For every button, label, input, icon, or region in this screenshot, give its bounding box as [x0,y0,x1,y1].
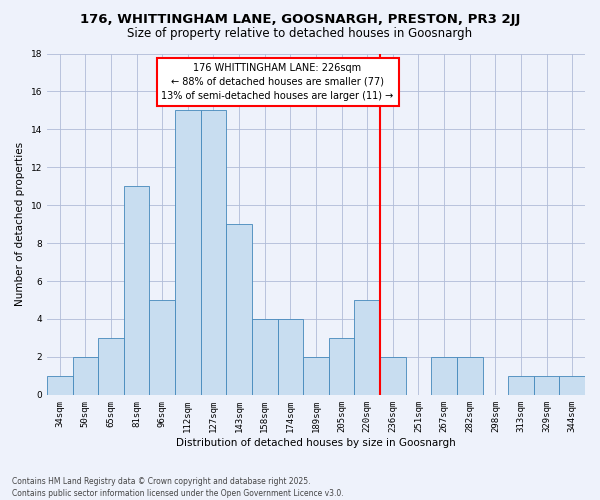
Text: 176 WHITTINGHAM LANE: 226sqm
← 88% of detached houses are smaller (77)
13% of se: 176 WHITTINGHAM LANE: 226sqm ← 88% of de… [161,63,394,101]
Bar [303,357,329,395]
Bar [457,357,482,395]
Bar [226,224,252,395]
Bar [73,357,98,395]
Bar [278,319,303,395]
Text: 176, WHITTINGHAM LANE, GOOSNARGH, PRESTON, PR3 2JJ: 176, WHITTINGHAM LANE, GOOSNARGH, PRESTO… [80,12,520,26]
Bar [559,376,585,395]
Bar [431,357,457,395]
X-axis label: Distribution of detached houses by size in Goosnargh: Distribution of detached houses by size … [176,438,456,448]
Bar [98,338,124,395]
Bar [47,376,73,395]
Bar [534,376,559,395]
Bar [124,186,149,395]
Bar [329,338,355,395]
Y-axis label: Number of detached properties: Number of detached properties [15,142,25,306]
Bar [252,319,278,395]
Bar [175,110,200,395]
Text: Size of property relative to detached houses in Goosnargh: Size of property relative to detached ho… [127,28,473,40]
Text: Contains HM Land Registry data © Crown copyright and database right 2025.
Contai: Contains HM Land Registry data © Crown c… [12,476,344,498]
Bar [200,110,226,395]
Bar [355,300,380,395]
Bar [380,357,406,395]
Bar [149,300,175,395]
Bar [508,376,534,395]
